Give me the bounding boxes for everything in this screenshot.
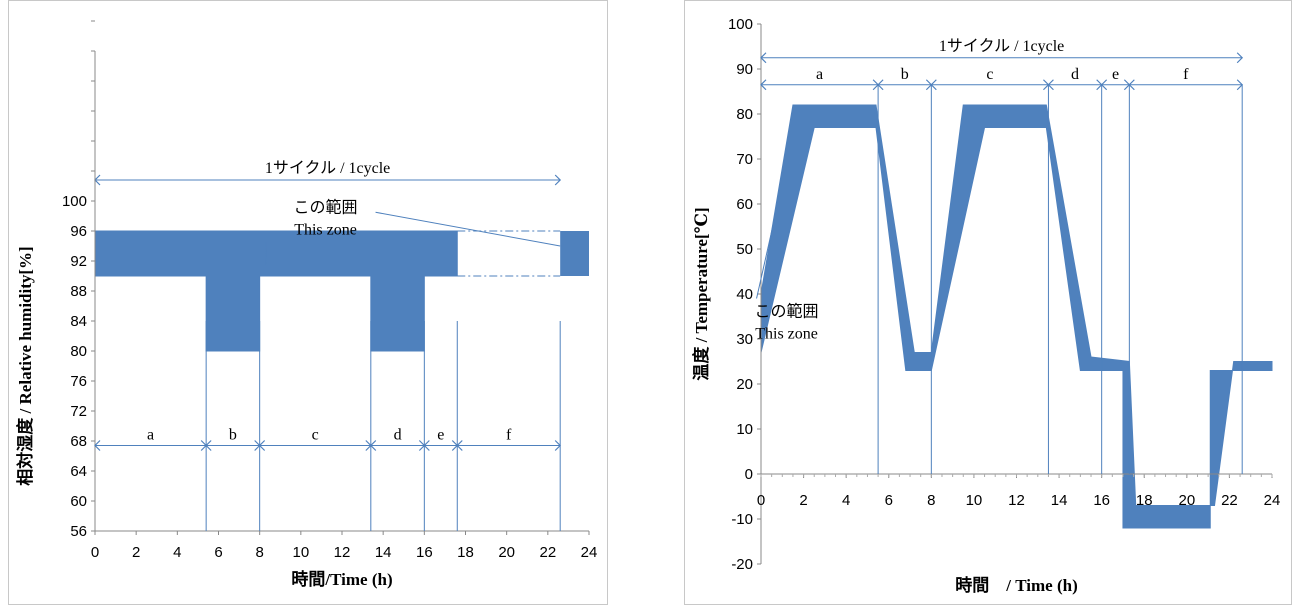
annotation-line1: この範囲 — [755, 303, 819, 321]
x-tick-label: 8 — [255, 544, 263, 561]
x-axis-title: 時間/Time (h) — [291, 569, 392, 589]
x-tick-label: 2 — [132, 544, 140, 561]
y-tick-label: 96 — [70, 223, 87, 240]
y-tick-label: 80 — [736, 106, 753, 123]
x-tick-label: 6 — [885, 492, 893, 509]
segment-label-d: d — [394, 427, 402, 444]
segment-label-e: e — [1112, 66, 1119, 83]
segment-label-a: a — [147, 427, 154, 444]
y-tick-label: 72 — [70, 403, 87, 420]
y-tick-label: 64 — [70, 463, 87, 480]
y-tick-label: 100 — [62, 193, 87, 210]
cycle-label: 1サイクル / 1cycle — [939, 37, 1064, 55]
y-tick-label: 68 — [70, 433, 87, 450]
x-tick-label: 12 — [1008, 492, 1025, 509]
y-tick-label: 80 — [70, 343, 87, 360]
segment-label-b: b — [229, 427, 237, 444]
y-tick-label: 56 — [70, 523, 87, 540]
y-tick-label: 70 — [736, 151, 753, 168]
y-tick-label: 84 — [70, 313, 87, 330]
y-tick-label: 50 — [736, 241, 753, 258]
segment-label-a: a — [816, 66, 823, 83]
segment-label-b: b — [901, 66, 909, 83]
x-tick-label: 20 — [1178, 492, 1195, 509]
x-tick-label: 4 — [173, 544, 181, 561]
y-tick-label: -20 — [731, 556, 753, 573]
x-tick-label: 22 — [539, 544, 556, 561]
x-tick-label: 0 — [91, 544, 99, 561]
x-tick-label: 14 — [1051, 492, 1068, 509]
x-tick-label: 0 — [757, 492, 765, 509]
annotation-line1: この範囲 — [294, 198, 358, 216]
x-axis-title: 時間 / Time (h) — [955, 575, 1077, 595]
x-tick-label: 16 — [416, 544, 433, 561]
y-tick-label: 60 — [70, 493, 87, 510]
y-axis-title: 温度 / Temperature[℃] — [691, 207, 711, 380]
test-zone-band-repeat — [560, 231, 589, 276]
y-tick-label: 92 — [70, 253, 87, 270]
y-tick-label: 76 — [70, 373, 87, 390]
x-tick-label: 10 — [292, 544, 309, 561]
segment-label-e: e — [437, 427, 444, 444]
y-tick-label: 0 — [745, 466, 753, 483]
y-tick-label: 20 — [736, 376, 753, 393]
test-zone-band — [761, 105, 1272, 528]
annotation-line2: This zone — [755, 326, 818, 343]
x-tick-label: 12 — [334, 544, 351, 561]
x-tick-label: 18 — [457, 544, 474, 561]
x-tick-label: 6 — [214, 544, 222, 561]
x-tick-label: 16 — [1093, 492, 1110, 509]
x-tick-label: 24 — [1264, 492, 1281, 509]
y-tick-label: 40 — [736, 286, 753, 303]
y-tick-label: 90 — [736, 61, 753, 78]
x-tick-label: 8 — [927, 492, 935, 509]
x-tick-label: 14 — [375, 544, 392, 561]
x-tick-label: 10 — [966, 492, 983, 509]
x-tick-label: 18 — [1136, 492, 1153, 509]
segment-label-d: d — [1071, 66, 1079, 83]
segment-label-f: f — [506, 427, 512, 444]
y-axis-title: 相対湿度 / Relative humidity[%] — [15, 246, 35, 485]
segment-label-c: c — [986, 66, 993, 83]
y-tick-label: -10 — [731, 511, 753, 528]
x-tick-label: 4 — [842, 492, 850, 509]
y-tick-label: 10 — [736, 421, 753, 438]
x-tick-label: 22 — [1221, 492, 1238, 509]
annotation-line2: This zone — [294, 221, 357, 238]
y-tick-label: 100 — [728, 16, 753, 33]
segment-label-f: f — [1183, 66, 1189, 83]
y-tick-label: 88 — [70, 283, 87, 300]
x-tick-label: 24 — [581, 544, 598, 561]
cycle-label: 1サイクル / 1cycle — [265, 159, 390, 177]
y-tick-label: 60 — [736, 196, 753, 213]
x-tick-label: 20 — [498, 544, 515, 561]
test-zone-band — [95, 231, 457, 351]
y-tick-label: 30 — [736, 331, 753, 348]
segment-label-c: c — [312, 427, 319, 444]
x-tick-label: 2 — [799, 492, 807, 509]
